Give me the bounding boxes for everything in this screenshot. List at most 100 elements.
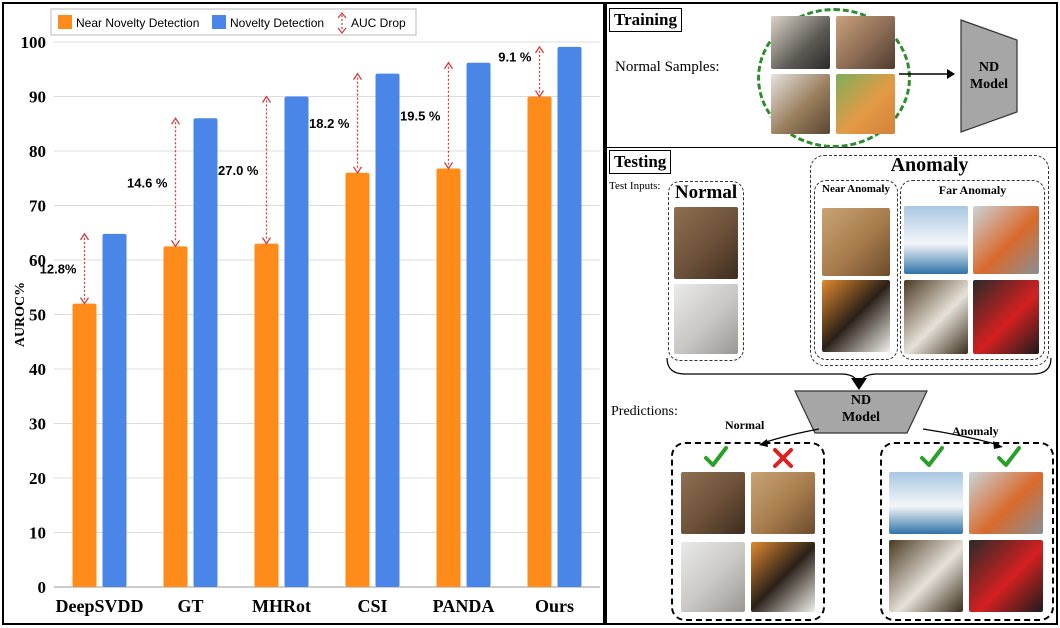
y-tick-label: 100 (21, 33, 47, 52)
bar-novelty (557, 46, 582, 587)
auc-drop-label: 18.2 % (309, 116, 350, 131)
auc-drop-arrowhead-up (170, 117, 181, 125)
x-tick-label: Ours (535, 596, 574, 616)
normal-group (668, 181, 744, 361)
legend-swatch-novelty (212, 15, 226, 29)
y-tick-label: 80 (29, 142, 46, 161)
check-icon (920, 446, 944, 467)
auc-drop-arrowhead-down (352, 166, 363, 174)
y-tick-label: 50 (29, 306, 46, 325)
normal-cat-image-1 (674, 207, 738, 279)
testing-title: Testing (609, 150, 672, 174)
y-tick-label: 10 (29, 524, 46, 543)
pred-normal-cat-image-1 (681, 472, 745, 534)
y-tick-label: 20 (29, 469, 46, 488)
cat-image-4 (836, 74, 895, 134)
normal-samples-ellipse (757, 8, 911, 148)
auc-drop-arrowhead-up (534, 45, 545, 54)
y-tick-label: 0 (38, 578, 47, 597)
nd-model-testing (794, 390, 928, 434)
bar-novelty (102, 233, 127, 587)
cat-image-2 (836, 16, 895, 69)
pred-anomaly-group (880, 442, 1054, 621)
legend-drop-arrowhead-down (337, 27, 347, 34)
y-tick-label: 70 (29, 197, 46, 216)
legend-swatch-near-novelty (58, 15, 72, 29)
bar-near-novelty (163, 246, 188, 587)
nd-model-training-line2: Model (969, 77, 1009, 92)
training-title: Training (609, 8, 682, 32)
x-tick-label: GT (177, 596, 203, 616)
far-anomaly-group (900, 180, 1045, 360)
check-icon (997, 446, 1021, 467)
pred-ship-image (889, 472, 963, 534)
bar-novelty (284, 96, 309, 587)
bar-chart: 0 10 20 30 40 50 60 70 80 90 100 AUROC% 12.8% DeepSVD… (13, 8, 600, 616)
auc-drop-arrowhead-up (261, 95, 272, 103)
cat-image-3 (771, 74, 830, 134)
bar-near-novelty (436, 168, 461, 587)
auc-drop-label: 9.1 % (498, 50, 532, 65)
x-tick-label: CSI (357, 596, 387, 616)
pred-car-image (969, 540, 1043, 612)
training-arrow (899, 69, 955, 79)
auc-drop-arrowhead-up (443, 61, 454, 70)
legend-label-novelty: Novelty Detection (230, 16, 324, 30)
bar-novelty (375, 73, 400, 588)
lion-image (822, 208, 890, 276)
nd-model-training (960, 19, 1018, 133)
bar-near-novelty (345, 172, 370, 588)
x-tick-label: MHRot (252, 596, 311, 616)
pred-normal-cat-image-2 (681, 542, 745, 612)
legend-label-auc-drop: AUC Drop (351, 16, 406, 30)
pred-lion-image (751, 472, 815, 534)
pred-tiger-image (751, 542, 815, 612)
auc-drop-arrowhead-down (261, 237, 272, 245)
auc-drop-label: 27.0 % (218, 163, 259, 178)
anomaly-group (810, 155, 1049, 366)
auc-drop-arrowhead-down (534, 90, 545, 98)
auc-drop-label: 14.6 % (127, 175, 168, 190)
near-anomaly-label: Near Anomaly (822, 183, 890, 195)
pred-normal-group (671, 442, 825, 621)
anomaly-group-label: Anomaly (890, 154, 969, 176)
robin-image (973, 206, 1039, 274)
car-image (973, 280, 1039, 354)
y-tick-label: 90 (29, 88, 46, 107)
cat-image-1 (771, 16, 830, 69)
inputs-brace (666, 357, 1052, 390)
pred-normal-label: Normal (725, 418, 765, 432)
auc-drop-label: 19.5 % (400, 109, 441, 124)
x-tick-label: DeepSVDD (56, 596, 144, 616)
cross-icon (773, 448, 793, 468)
normal-cat-image-2 (674, 284, 738, 354)
diagram-panel: Training Normal Samples: ND Model Testin… (605, 2, 1058, 625)
y-tick-label: 30 (29, 415, 46, 434)
near-anomaly-group (814, 180, 898, 360)
bar-novelty (193, 118, 218, 588)
bar-near-novelty (527, 96, 552, 587)
auc-drop-arrowhead-up (79, 232, 90, 241)
ship-image (904, 206, 968, 274)
nd-model-training-label: ND Model (959, 59, 1019, 93)
auc-drop-arrowhead-up (352, 72, 363, 80)
x-tick-label: PANDA (433, 596, 495, 616)
predictions-label: Predictions: (611, 404, 678, 419)
horse-image (904, 280, 968, 354)
auc-drop-arrowhead-down (170, 240, 181, 248)
bar-novelty (466, 62, 491, 587)
auc-drop-arrowhead-down (443, 162, 454, 170)
auc-drop-label: 12.8% (40, 262, 77, 277)
far-anomaly-label: Far Anomaly (938, 183, 1007, 197)
legend-box (50, 8, 417, 36)
normal-samples-label: Normal Samples: (615, 59, 720, 75)
legend-label-near-novelty: Near Novelty Detection (76, 16, 199, 30)
pred-horse-image (889, 540, 963, 612)
legend-drop-arrowhead-up (337, 12, 347, 19)
bar-near-novelty (72, 303, 97, 587)
y-axis-label: AUROC% (13, 282, 28, 347)
bar-near-novelty (254, 243, 279, 587)
nd-model-testing-line2: Model (841, 410, 881, 425)
pred-robin-image (969, 472, 1043, 534)
y-tick-label: 60 (29, 251, 46, 270)
